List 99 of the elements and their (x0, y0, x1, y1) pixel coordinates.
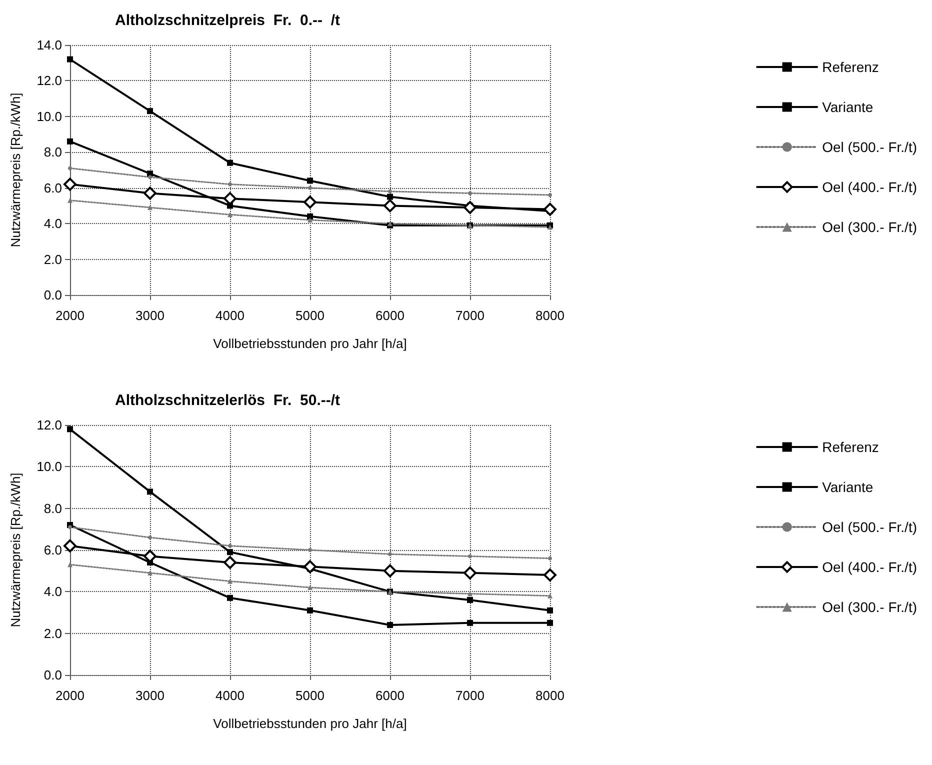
legend-label: Oel (400.- Fr./t) (822, 559, 918, 575)
point (148, 570, 152, 576)
point (228, 182, 232, 186)
y-tick-label: 2.0 (44, 252, 62, 267)
y-axis-title: Nutzwärmepreis [Rp./kWh] (8, 92, 23, 248)
point (548, 556, 552, 560)
y-tick-label: 8.0 (44, 144, 62, 160)
point (147, 488, 153, 495)
point (307, 213, 313, 220)
x-tick-label: 6000 (376, 308, 404, 323)
x-tick-label: 2000 (56, 688, 84, 703)
legend-label: Variante (822, 479, 874, 495)
point (308, 548, 312, 552)
point (144, 186, 156, 200)
y-tick-label: 4.0 (44, 584, 62, 600)
x-tick-label: 7000 (456, 308, 484, 323)
point (67, 56, 73, 62)
point (307, 607, 313, 614)
point (384, 564, 396, 578)
legend-label: Oel (500.- Fr./t) (822, 139, 918, 155)
x-tick-label: 8000 (536, 688, 564, 703)
point (308, 218, 312, 222)
y-tick-label: 14.0 (36, 38, 62, 52)
y-tick-label: 4.0 (44, 216, 62, 232)
x-axis-title: Vollbetriebsstunden pro Jahr [h/a] (213, 716, 407, 731)
point (548, 224, 552, 230)
y-tick-label: 2.0 (44, 626, 62, 641)
point (67, 138, 73, 144)
point (548, 593, 552, 598)
point (68, 525, 72, 530)
x-tick-label: 8000 (536, 308, 564, 323)
point (388, 189, 392, 194)
point (384, 199, 396, 212)
x-tick-label: 7000 (456, 688, 484, 703)
point (228, 544, 232, 548)
point (468, 591, 472, 596)
point (544, 568, 556, 582)
point (308, 186, 312, 190)
point (148, 205, 152, 210)
x-tick-label: 5000 (296, 688, 324, 703)
x-tick-label: 4000 (216, 308, 244, 323)
y-tick-label: 8.0 (44, 500, 62, 516)
point (548, 193, 552, 197)
point (467, 597, 473, 603)
point (307, 178, 313, 184)
point (544, 202, 556, 216)
x-tick-label: 2000 (56, 308, 84, 323)
point (148, 175, 152, 180)
point (147, 108, 153, 114)
y-tick-label: 10.0 (36, 459, 62, 474)
point (304, 560, 316, 574)
point (224, 556, 236, 569)
x-tick-label: 4000 (216, 688, 244, 703)
point (547, 620, 553, 626)
y-tick-label: 12.0 (36, 418, 62, 432)
point (464, 566, 476, 580)
legend-label: Oel (500.- Fr./t) (822, 519, 918, 535)
legend-label: Oel (400.- Fr./t) (822, 179, 918, 195)
point (547, 607, 553, 614)
point (148, 536, 152, 540)
x-tick-label: 5000 (296, 308, 324, 323)
legend-label: Variante (822, 99, 874, 115)
point (387, 194, 393, 200)
point (64, 539, 76, 552)
point (68, 562, 72, 568)
y-tick-label: 0.0 (44, 668, 62, 682)
point (468, 554, 472, 558)
y-axis-title: Nutzwärmepreis [Rp./kWh] (8, 472, 23, 628)
point (387, 622, 393, 628)
point (388, 552, 392, 556)
x-axis-title: Vollbetriebsstunden pro Jahr [h/a] (213, 336, 407, 351)
point (67, 426, 73, 432)
point (467, 620, 473, 626)
legend-label: Oel (300.- Fr./t) (822, 599, 918, 615)
point (227, 549, 233, 556)
legend-label: Referenz (822, 439, 879, 455)
point (64, 178, 76, 191)
x-tick-label: 3000 (136, 308, 164, 323)
y-tick-label: 6.0 (44, 180, 62, 196)
legend-label: Referenz (822, 59, 879, 75)
point (68, 166, 72, 170)
y-tick-label: 10.0 (36, 108, 62, 124)
point (468, 191, 472, 196)
point (304, 196, 316, 209)
point (68, 198, 72, 203)
x-tick-label: 3000 (136, 688, 164, 703)
chart-title: Altholzschnitzelerlös Fr. 50.--/t (115, 392, 340, 409)
y-tick-label: 12.0 (36, 73, 62, 88)
legend-label: Oel (300.- Fr./t) (822, 219, 918, 235)
point (227, 160, 233, 166)
point (308, 585, 312, 590)
point (228, 578, 232, 584)
y-tick-label: 0.0 (44, 288, 62, 302)
y-tick-label: 6.0 (44, 542, 62, 558)
chart-title: Altholzschnitzelpreis Fr. 0.-- /t (115, 12, 340, 29)
point (464, 201, 476, 214)
x-tick-label: 6000 (376, 688, 404, 703)
point (227, 594, 233, 601)
point (228, 212, 232, 218)
